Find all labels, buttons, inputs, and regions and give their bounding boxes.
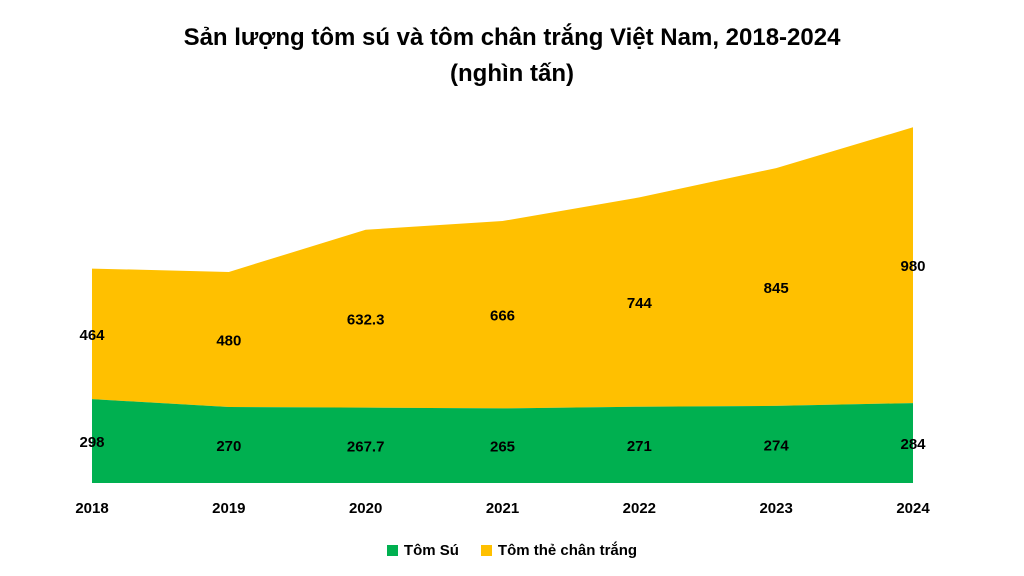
legend-swatch-tom-su (386, 545, 398, 556)
data-label-tom-the-chan-trang: 980 (900, 258, 925, 275)
data-label-tom-su: 274 (764, 437, 790, 454)
x-tick-label: 2021 (486, 500, 519, 517)
x-tick-label: 2024 (896, 500, 930, 517)
data-label-tom-su: 271 (627, 438, 652, 455)
data-label-tom-the-chan-trang: 632.3 (347, 312, 385, 329)
legend-item-tom-the-chan-trang: Tôm thẻ chân trắng (480, 542, 638, 559)
data-label-tom-the-chan-trang: 464 (79, 327, 105, 344)
data-label-tom-the-chan-trang: 480 (216, 332, 241, 349)
x-tick-label: 2019 (212, 500, 245, 517)
legend: Tôm Sú Tôm thẻ chân trắng (0, 542, 1024, 559)
data-label-tom-su: 270 (216, 438, 241, 455)
legend-label-tom-the-chan-trang: Tôm thẻ chân trắng (497, 542, 638, 559)
data-label-tom-su: 284 (900, 436, 926, 453)
x-tick-label: 2020 (349, 500, 382, 517)
x-tick-label: 2022 (623, 500, 656, 517)
chart-subtitle: (nghìn tấn) (450, 60, 574, 87)
x-tick-label: 2023 (759, 500, 792, 517)
data-label-tom-su: 267.7 (347, 438, 385, 455)
chart-title: Sản lượng tôm sú và tôm chân trắng Việt … (183, 24, 841, 51)
legend-label-tom-su: Tôm Sú (403, 542, 459, 559)
area-series-tom-the-chan-trang (92, 127, 913, 409)
data-label-tom-the-chan-trang: 666 (490, 308, 515, 325)
data-label-tom-the-chan-trang: 845 (764, 280, 789, 297)
x-tick-label: 2018 (75, 500, 108, 517)
data-label-tom-su: 298 (79, 434, 104, 451)
data-label-tom-su: 265 (490, 439, 515, 456)
legend-item-tom-su: Tôm Sú (386, 542, 459, 559)
area-series-tom-su (92, 399, 913, 483)
data-label-tom-the-chan-trang: 744 (627, 295, 653, 312)
legend-swatch-tom-the-chan-trang (480, 545, 492, 556)
